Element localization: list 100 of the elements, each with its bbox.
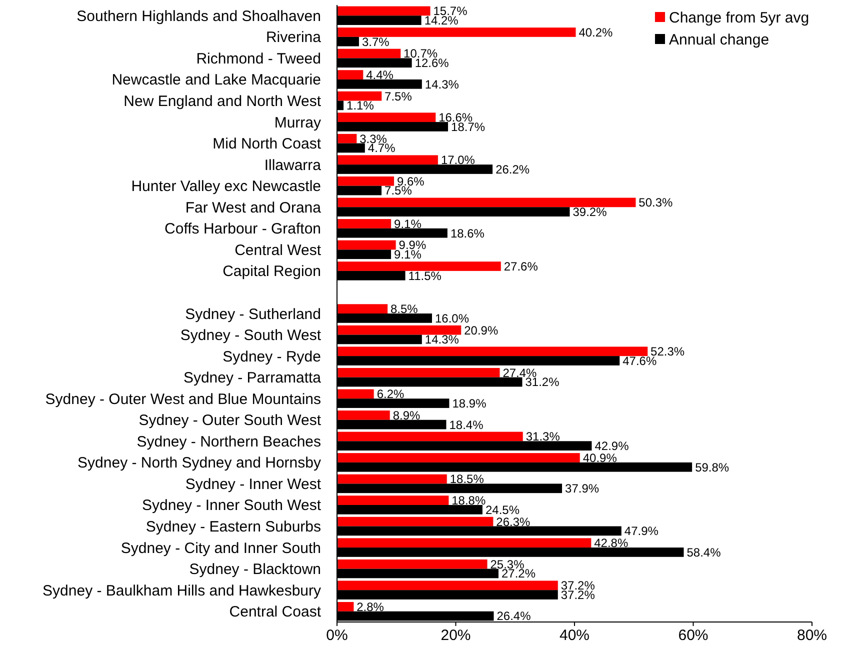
y-tick-label: Richmond - Tweed bbox=[196, 50, 321, 68]
y-tick-label: Central Coast bbox=[229, 604, 322, 621]
data-label: 14.3% bbox=[424, 332, 460, 347]
data-label: 2.8% bbox=[356, 600, 384, 614]
bar bbox=[337, 6, 430, 16]
y-tick-label: Far West and Orana bbox=[185, 199, 322, 216]
bar bbox=[337, 240, 396, 250]
y-tick-label: Sydney - Outer South West bbox=[138, 412, 322, 430]
bar bbox=[337, 262, 501, 271]
y-tick-label: Sydney - North Sydney and Hornsby bbox=[78, 454, 322, 472]
data-label: 24.5% bbox=[485, 502, 520, 517]
bar bbox=[337, 559, 488, 569]
data-label: 47.9% bbox=[624, 524, 659, 538]
data-label: 26.2% bbox=[496, 162, 530, 176]
bar bbox=[337, 346, 648, 356]
y-tick-label: New England and North West bbox=[124, 92, 322, 110]
y-tick-label: Capital Region bbox=[222, 263, 321, 280]
data-label: 37.9% bbox=[565, 482, 600, 496]
bar bbox=[337, 580, 558, 590]
data-label: 7.5% bbox=[384, 89, 412, 104]
data-label: 39.2% bbox=[572, 205, 608, 219]
data-label: 14.3% bbox=[424, 77, 460, 92]
data-label: 17.0% bbox=[440, 153, 476, 168]
y-tick-label: Sydney - Baulkham Hills and Hawkesbury bbox=[42, 582, 322, 600]
bar bbox=[337, 453, 580, 462]
bar bbox=[337, 219, 392, 228]
y-tick-label: Mid North Coast bbox=[212, 136, 322, 153]
y-tick-label: Sydney - South West bbox=[180, 327, 322, 344]
y-tick-label: Riverina bbox=[266, 29, 322, 46]
data-label: 18.4% bbox=[449, 418, 484, 432]
data-label: 42.9% bbox=[594, 439, 630, 454]
bar bbox=[337, 70, 364, 80]
data-label: 40.2% bbox=[578, 25, 614, 40]
y-tick-label: Sydney - City and Inner South bbox=[120, 540, 321, 557]
y-tick-label: Sydney - Outer West and Blue Mountains bbox=[45, 390, 321, 408]
y-tick-label: Illawarra bbox=[264, 156, 322, 174]
x-tick-label: 80% bbox=[796, 627, 828, 644]
bar bbox=[337, 496, 449, 505]
data-label: 40.9% bbox=[582, 450, 618, 465]
data-label: 42.8% bbox=[594, 536, 628, 550]
y-tick-label: Newcastle and Lake Macquarie bbox=[112, 72, 321, 89]
data-label: 31.3% bbox=[526, 430, 560, 444]
bar bbox=[337, 304, 388, 314]
data-label: 59.8% bbox=[695, 460, 730, 474]
bar bbox=[337, 538, 592, 548]
bar bbox=[337, 112, 436, 122]
y-tick-label: Sydney - Eastern Suburbs bbox=[146, 518, 321, 536]
data-label: 58.4% bbox=[686, 545, 722, 560]
bar bbox=[337, 198, 636, 208]
y-tick-label: Murray bbox=[274, 114, 322, 132]
y-tick-label: Central West bbox=[234, 242, 322, 259]
bar bbox=[337, 325, 462, 335]
y-tick-label: Sydney - Blacktown bbox=[189, 561, 321, 578]
bar bbox=[337, 389, 374, 399]
data-label: 12.6% bbox=[414, 56, 450, 70]
y-tick-label: Sydney - Parramatta bbox=[183, 370, 322, 387]
x-tick-label: 40% bbox=[559, 627, 590, 644]
data-label: 18.8% bbox=[452, 494, 486, 508]
x-tick-label: 0% bbox=[326, 627, 348, 644]
y-tick-label: Sydney - Inner West bbox=[185, 476, 322, 493]
y-tick-label: Sydney - Sutherland bbox=[185, 306, 321, 323]
bar bbox=[337, 134, 357, 144]
data-label: 18.9% bbox=[452, 396, 487, 410]
legend-label: Annual change bbox=[669, 31, 770, 48]
bar bbox=[337, 602, 354, 612]
data-label: 1.1% bbox=[346, 98, 374, 113]
y-tick-label: Coffs Harbour - Grafton bbox=[164, 220, 321, 238]
bar bbox=[337, 48, 401, 58]
data-label: 26.3% bbox=[496, 514, 531, 529]
bar bbox=[337, 176, 394, 186]
bar bbox=[337, 410, 390, 420]
bar bbox=[337, 474, 447, 484]
bar bbox=[337, 91, 382, 101]
data-label: 18.5% bbox=[450, 472, 484, 486]
y-tick-label: Sydney - Ryde bbox=[222, 348, 321, 366]
data-label: 20.9% bbox=[464, 323, 498, 338]
data-label: 18.6% bbox=[450, 226, 485, 240]
legend-label: Change from 5yr avg bbox=[669, 9, 810, 26]
data-label: 26.4% bbox=[496, 609, 532, 624]
data-label: 8.5% bbox=[390, 302, 418, 316]
data-label: 6.2% bbox=[376, 387, 404, 402]
data-label: 4.4% bbox=[366, 68, 394, 82]
x-tick-label: 60% bbox=[678, 627, 708, 644]
data-label: 16.0% bbox=[435, 311, 470, 326]
data-label: 3.7% bbox=[362, 34, 390, 49]
y-tick-label: Sydney - Inner South West bbox=[142, 497, 322, 514]
x-tick-label: 20% bbox=[440, 627, 471, 644]
data-label: 9.1% bbox=[394, 216, 422, 231]
data-label: 50.3% bbox=[638, 196, 674, 210]
y-tick-label: Southern Highlands and Shoalhaven bbox=[76, 8, 321, 25]
bar bbox=[337, 516, 494, 526]
data-label: 27.6% bbox=[504, 259, 538, 274]
data-label: 8.9% bbox=[392, 408, 421, 422]
bar bbox=[337, 368, 500, 378]
bar bbox=[337, 155, 438, 165]
bar bbox=[337, 432, 523, 442]
y-tick-label: Sydney - Northern Beaches bbox=[136, 433, 321, 450]
bar bbox=[337, 28, 576, 37]
y-tick-label: Hunter Valley exc Newcastle bbox=[131, 178, 321, 196]
data-label: 11.5% bbox=[408, 268, 442, 283]
